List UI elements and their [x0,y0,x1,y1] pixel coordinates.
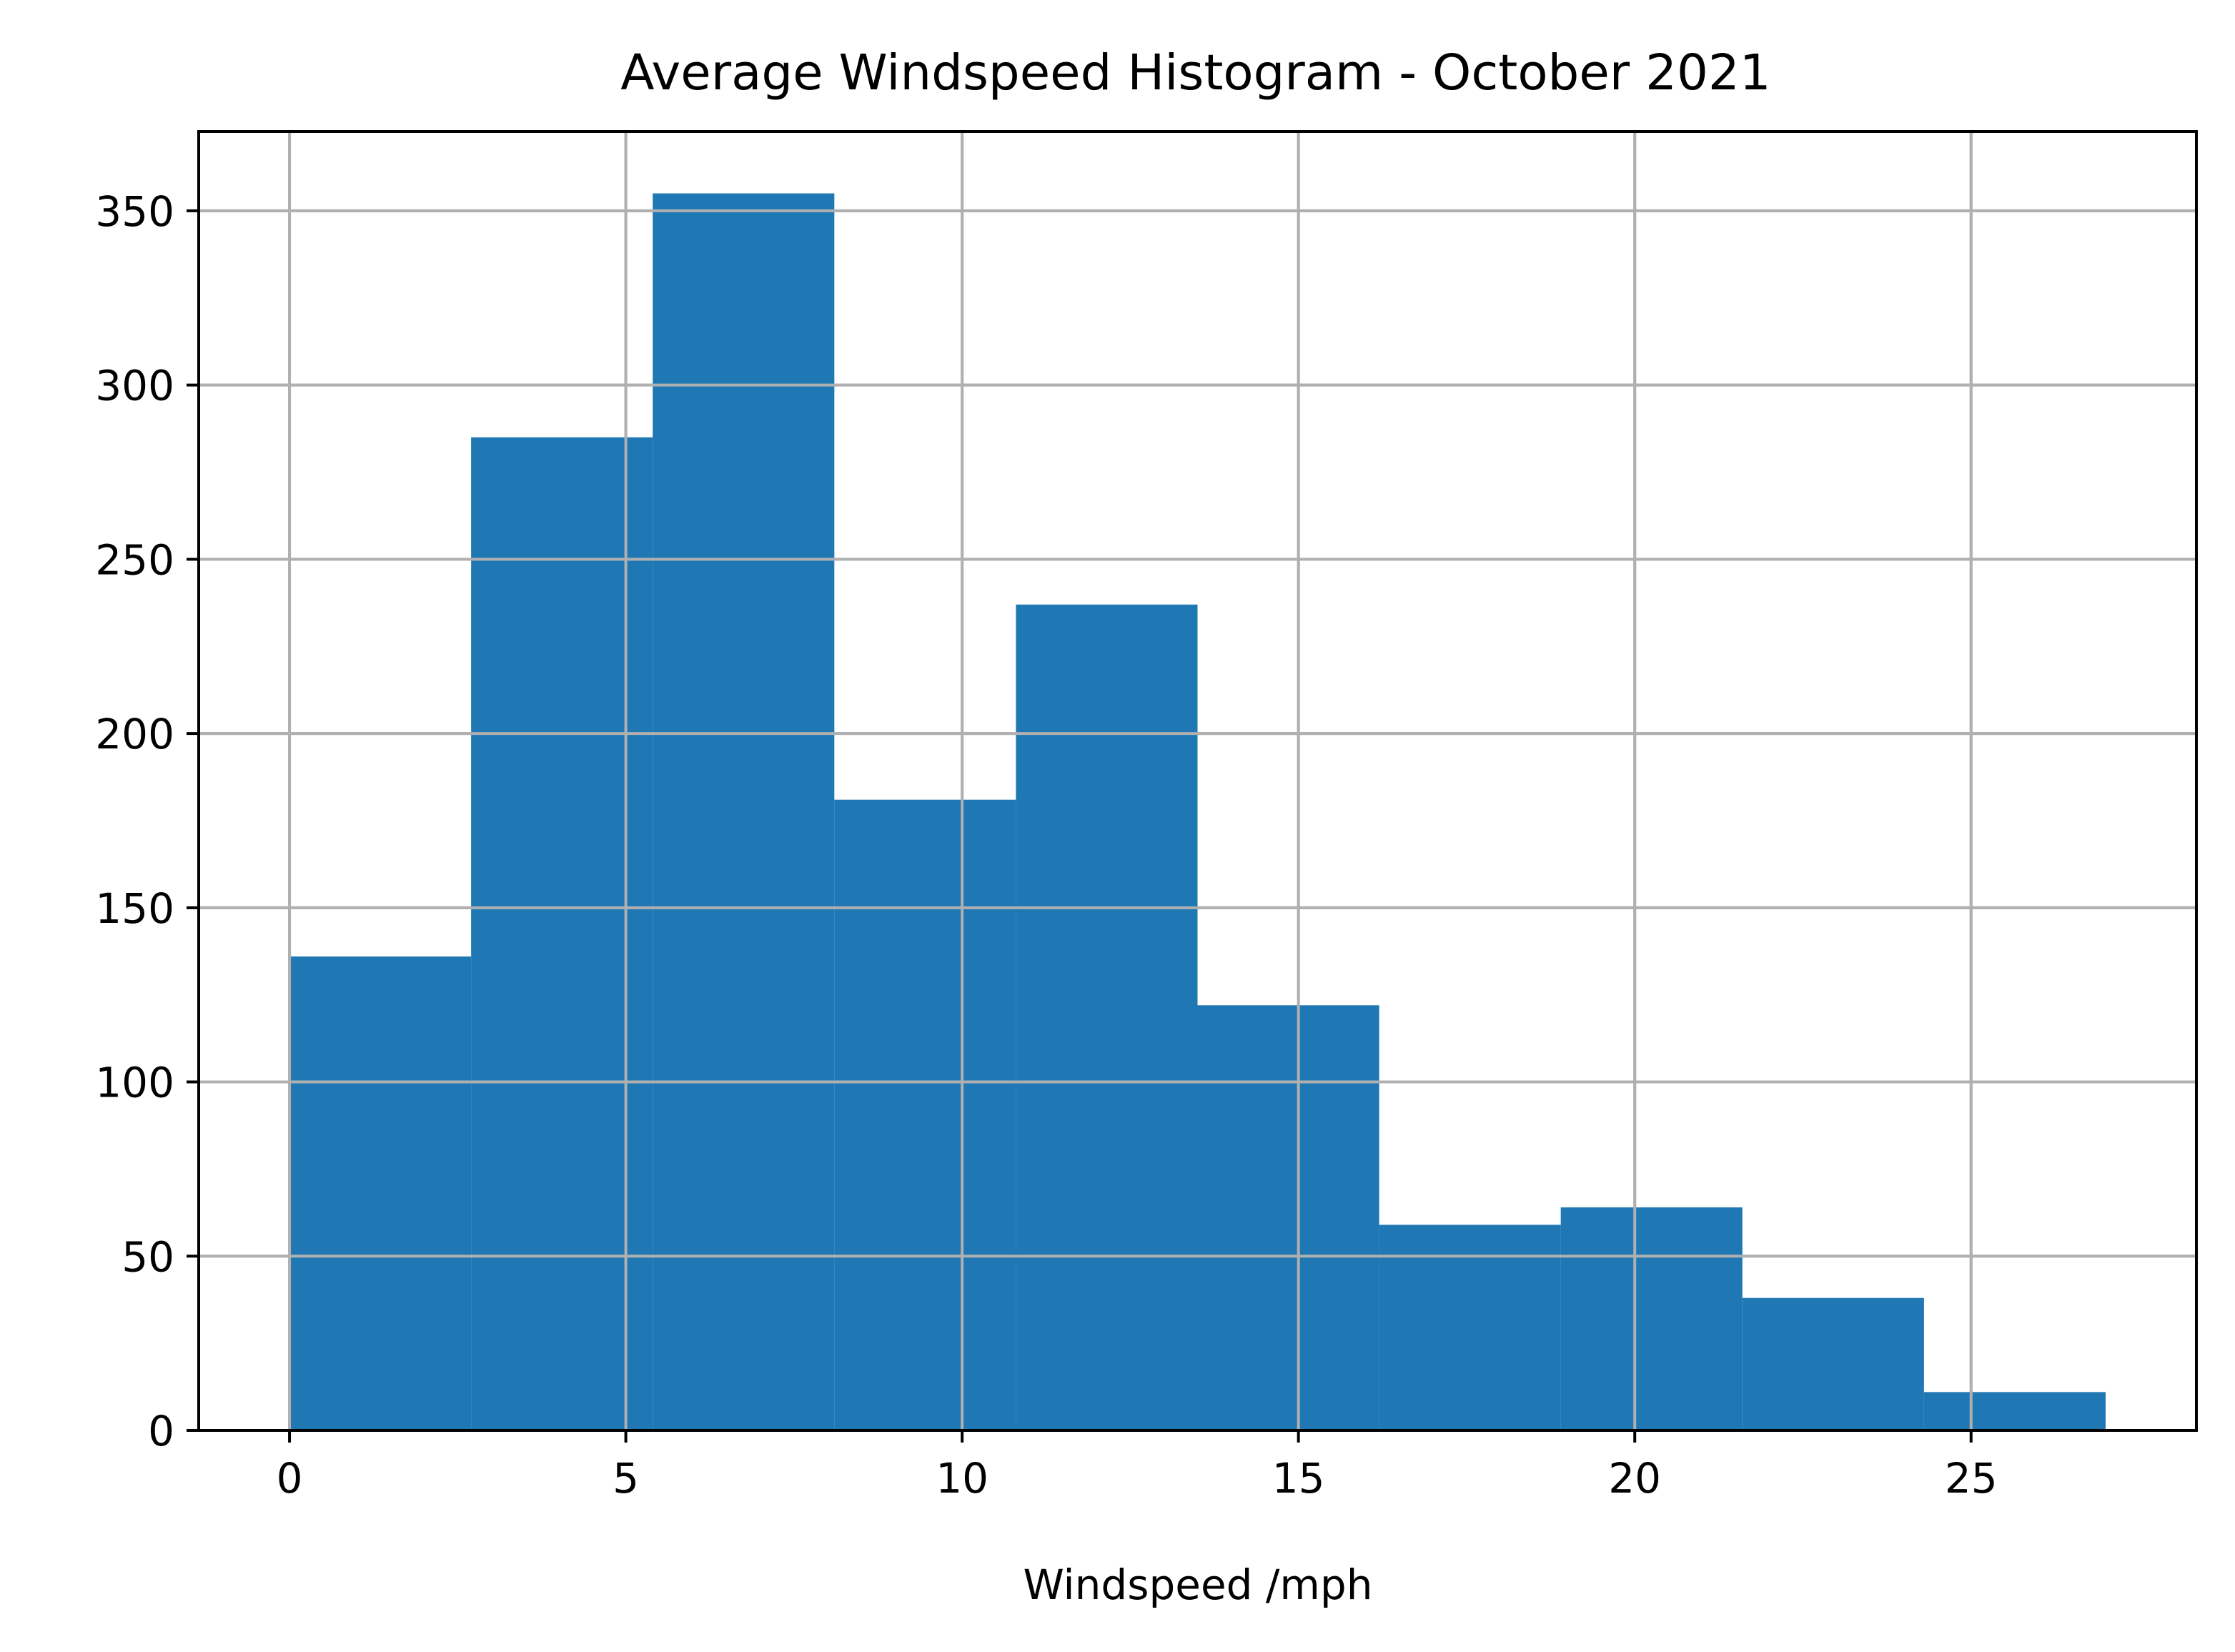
y-tick-label: 350 [95,187,174,236]
histogram-bar [289,956,472,1430]
x-tick-label: 5 [613,1454,639,1503]
y-tick-label: 250 [95,535,174,584]
histogram-bar [471,437,653,1431]
y-tick-label: 200 [95,710,174,758]
histogram-bar [1379,1225,1561,1430]
y-axis-ticks: 0 50 100 150 200 250 300 350 [95,187,199,1455]
histogram-bar [653,193,835,1430]
x-axis-label: Windspeed /mph [1023,1561,1372,1609]
plot-frame [197,130,2198,1432]
x-tick-label: 15 [1272,1454,1325,1503]
x-tick-label: 20 [1608,1454,1661,1503]
histogram-bar [1560,1207,1743,1430]
y-tick-label: 300 [95,362,174,410]
histogram-bar [1742,1297,1924,1430]
y-tick-label: 100 [95,1059,174,1107]
histogram-bar [1016,604,1198,1430]
x-tick-label: 25 [1945,1454,1998,1503]
x-axis-ticks: 0 5 10 15 20 25 [277,1430,1998,1503]
histogram-bars [289,193,2106,1431]
x-tick-label: 0 [277,1454,303,1503]
chart-title: Average Windspeed Histogram - October 20… [620,44,1770,102]
histogram-bar [1197,1005,1379,1430]
y-tick-label: 150 [95,884,174,933]
y-tick-label: 50 [122,1232,174,1281]
histogram-bar [1923,1392,2106,1430]
y-tick-label: 0 [148,1407,174,1455]
histogram-bar [834,799,1016,1430]
x-tick-label: 10 [936,1454,988,1503]
